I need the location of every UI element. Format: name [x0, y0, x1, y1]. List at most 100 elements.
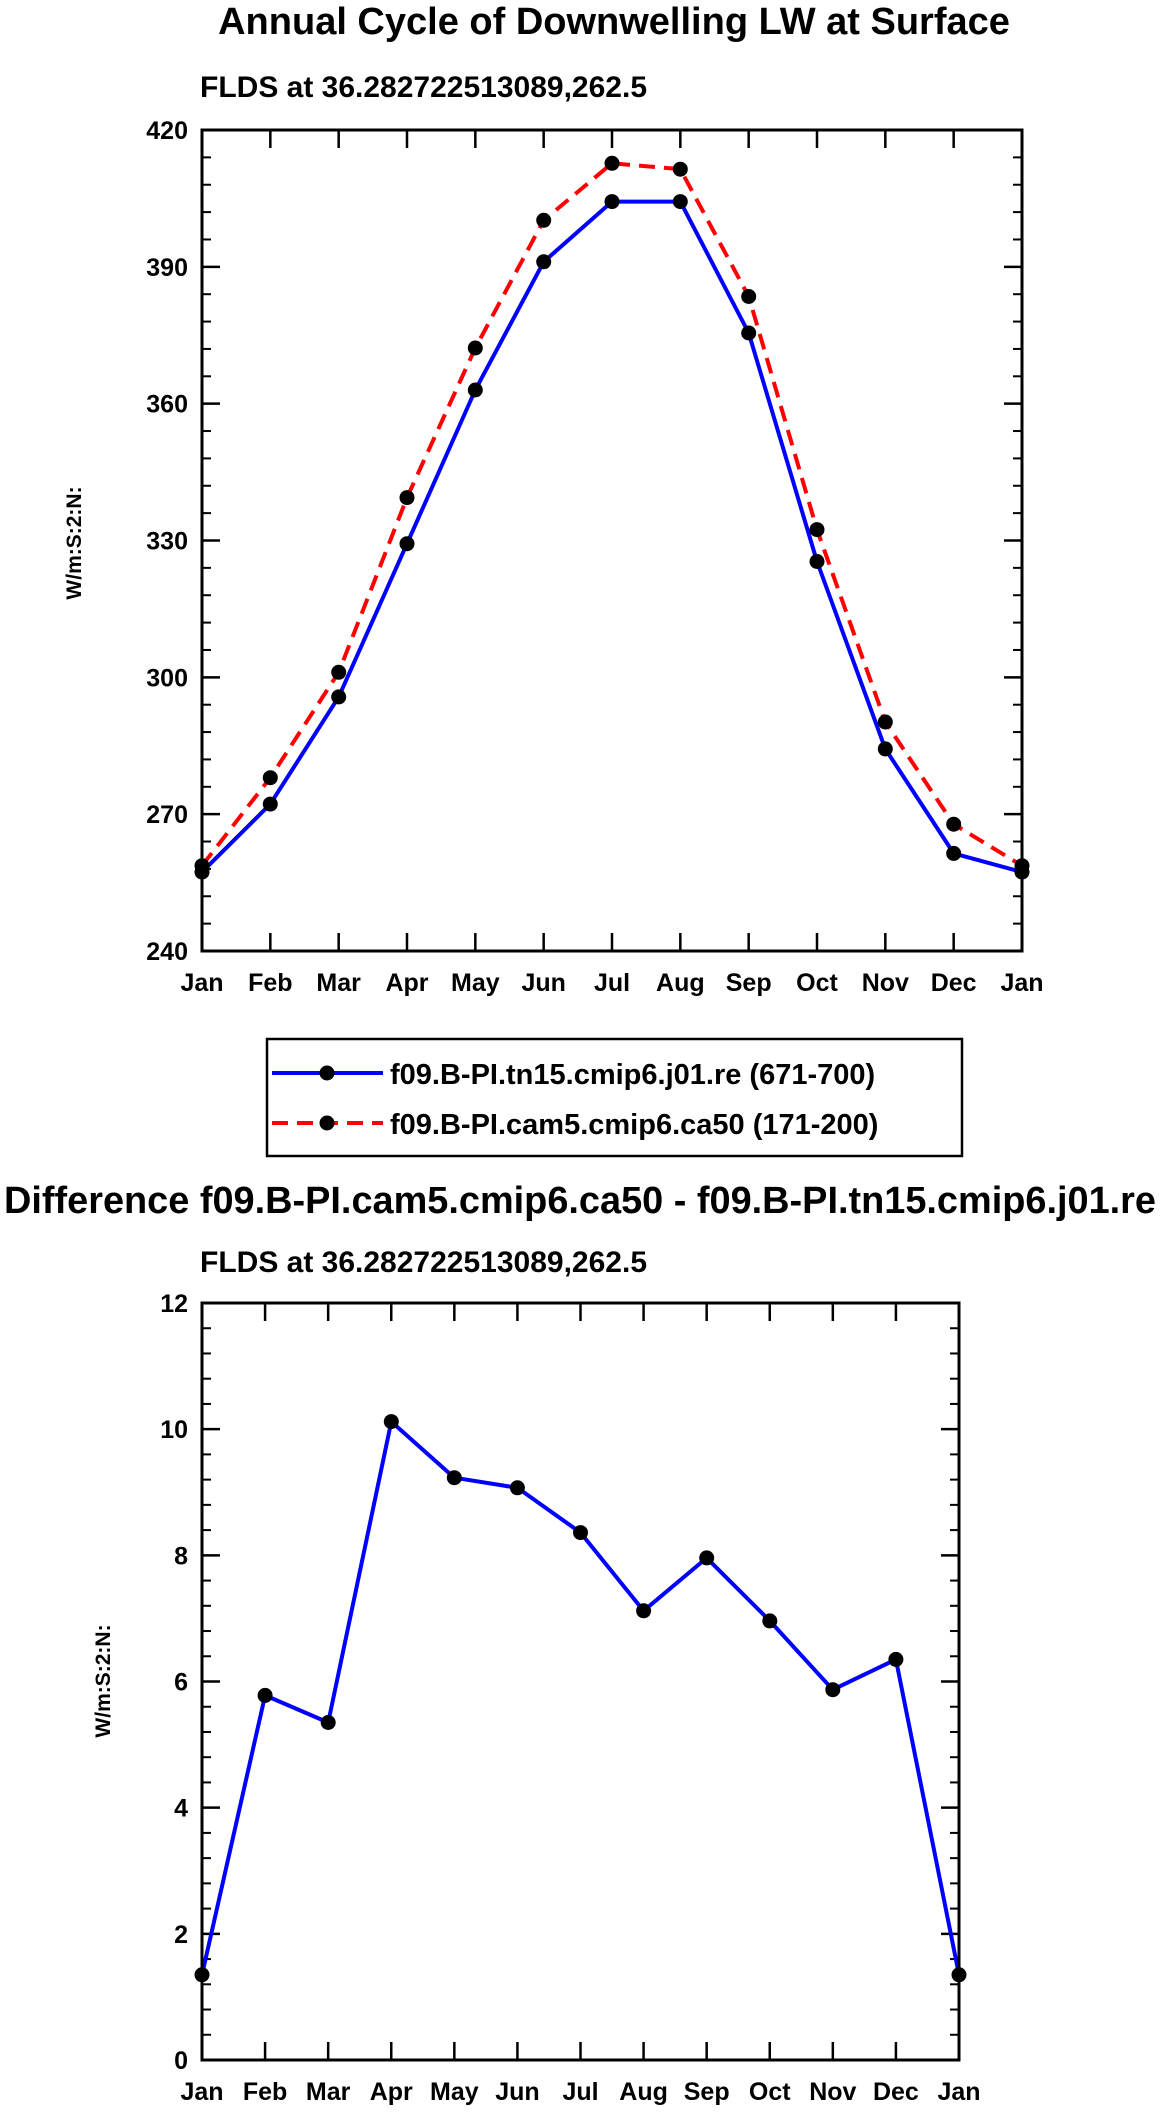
top-series-2-point [946, 816, 962, 832]
bottom-x-tick-label: Mar [306, 2078, 351, 2106]
top-x-tick-labels: Jan Feb Mar Apr May Jun Jul Aug Sep Oct … [180, 969, 1043, 997]
bottom-x-tick-label: Apr [370, 2078, 413, 2106]
top-series-2-point [877, 714, 893, 730]
top-series-1-point [604, 194, 620, 210]
bottom-y-tick-label: 2 [174, 1921, 188, 1949]
bottom-x-tick-label: Nov [809, 2078, 856, 2106]
top-series-2-point [536, 212, 552, 228]
top-x-tick-label: Dec [931, 969, 977, 997]
top-series-1-point [262, 796, 278, 812]
legend-label-series-2: f09.B-PI.cam5.cmip6.ca50 (171-200) [390, 1109, 878, 1141]
bottom-subtitle: FLDS at 36.282722513089,262.5 [200, 1246, 647, 1279]
bottom-y-tick-label: 4 [174, 1795, 188, 1823]
bottom-series-group [194, 1414, 967, 1983]
legend-box [265, 1037, 964, 1158]
top-x-tick-label: Feb [248, 969, 292, 997]
top-series-2-point [467, 340, 483, 356]
top-series-1-point [946, 845, 962, 861]
top-axis-ticks [200, 128, 1024, 953]
top-y-axis-label: W/m:S:2:N: [63, 486, 86, 599]
top-y-tick-label: 330 [146, 528, 188, 556]
bottom-y-tick-label: 6 [174, 1669, 188, 1697]
top-y-tick-label: 270 [146, 801, 188, 829]
top-series-1-point [467, 382, 483, 398]
top-series-1-point [741, 325, 757, 341]
bottom-y-axis-label: W/m:S:2:N: [92, 1624, 115, 1737]
bottom-plot-frame [200, 1301, 961, 2062]
legend-marker-series-2 [319, 1115, 335, 1131]
top-series-1-point [399, 536, 415, 552]
bottom-x-tick-label: Jul [562, 2078, 598, 2106]
top-series-2-point [262, 770, 278, 786]
bottom-y-tick-labels: 0 2 4 6 8 10 12 [160, 1290, 188, 2075]
top-x-tick-label: Jan [180, 969, 223, 997]
top-x-tick-label: Jan [1000, 969, 1043, 997]
bottom-series-1-point [888, 1651, 904, 1667]
bottom-y-tick-label: 12 [160, 1290, 188, 1318]
top-x-tick-label: Jun [521, 969, 565, 997]
bottom-title: Difference f09.B-PI.cam5.cmip6.ca50 - f0… [4, 1180, 1156, 1222]
top-y-tick-label: 300 [146, 664, 188, 692]
bottom-x-tick-label: Jan [937, 2078, 980, 2106]
top-x-tick-label: Nov [862, 969, 909, 997]
top-series-2-point [604, 155, 620, 171]
bottom-y-tick-label: 10 [160, 1416, 188, 1444]
legend-label-series-1: f09.B-PI.tn15.cmip6.j01.re (671-700) [390, 1059, 875, 1091]
top-series-2-point [399, 490, 415, 506]
bottom-series-1-point [257, 1687, 273, 1703]
bottom-series-1-point [699, 1550, 715, 1566]
top-series-1-point [809, 554, 825, 569]
bottom-x-tick-label: Feb [243, 2078, 287, 2106]
top-series-1-point [877, 741, 893, 757]
top-title: Annual Cycle of Downwelling LW at Surfac… [218, 1, 1010, 43]
bottom-x-tick-label: Sep [684, 2078, 730, 2106]
legend-marker-series-1 [319, 1065, 335, 1081]
top-series-2-point [809, 522, 825, 538]
bottom-y-tick-label: 8 [174, 1542, 188, 1570]
top-y-tick-label: 420 [146, 117, 188, 145]
top-y-tick-label: 360 [146, 391, 188, 419]
top-plot-frame [200, 128, 1024, 953]
bottom-series-1-point [446, 1470, 462, 1486]
bottom-x-tick-label: May [430, 2078, 479, 2106]
top-x-tick-label: Oct [796, 969, 838, 997]
top-x-tick-label: Sep [726, 969, 772, 997]
top-series-group [194, 155, 1030, 880]
top-subtitle: FLDS at 36.282722513089,262.5 [200, 71, 647, 104]
bottom-series-1-line [200, 1419, 961, 1976]
top-x-tick-label: May [451, 969, 500, 997]
top-series-2-point [672, 161, 688, 177]
top-y-tick-labels: 240 270 300 330 360 390 420 [146, 117, 188, 966]
top-series-2-line [200, 161, 1024, 868]
top-x-tick-label: Apr [385, 969, 428, 997]
bottom-series-1-point [383, 1414, 399, 1430]
top-series-1-point [672, 194, 688, 210]
top-panel: Annual Cycle of Downwelling LW at Surfac… [63, 1, 1044, 1158]
bottom-x-tick-label: Aug [619, 2078, 668, 2106]
bottom-series-1-point [509, 1480, 525, 1496]
top-series-1-point [331, 689, 347, 705]
top-series-1-point [536, 254, 552, 270]
bottom-series-1-point [320, 1715, 336, 1730]
top-y-tick-label: 390 [146, 254, 188, 282]
top-y-tick-label: 240 [146, 938, 188, 966]
bottom-series-1-point [762, 1613, 778, 1629]
top-x-tick-label: Aug [656, 969, 705, 997]
top-x-tick-label: Mar [316, 969, 361, 997]
top-series-1-line [200, 199, 1023, 875]
bottom-panel: Difference f09.B-PI.cam5.cmip6.ca50 - f0… [4, 1180, 1156, 2106]
top-legend: f09.B-PI.tn15.cmip6.j01.re (671-700) f09… [265, 1037, 964, 1158]
bottom-x-tick-label: Dec [873, 2078, 919, 2106]
bottom-series-1-point [825, 1682, 841, 1698]
top-series-2-point [331, 664, 347, 680]
bottom-x-tick-label: Oct [749, 2078, 791, 2106]
bottom-series-1-point [573, 1525, 588, 1541]
bottom-y-tick-label: 0 [174, 2047, 188, 2075]
bottom-x-tick-label: Jan [180, 2078, 223, 2106]
top-x-tick-label: Jul [594, 969, 630, 997]
bottom-x-tick-labels: Jan Feb Mar Apr May Jun Jul Aug Sep Oct … [180, 2078, 980, 2106]
bottom-series-1-point [636, 1603, 652, 1619]
bottom-x-tick-label: Jun [495, 2078, 539, 2106]
top-series-2-point [741, 289, 757, 304]
